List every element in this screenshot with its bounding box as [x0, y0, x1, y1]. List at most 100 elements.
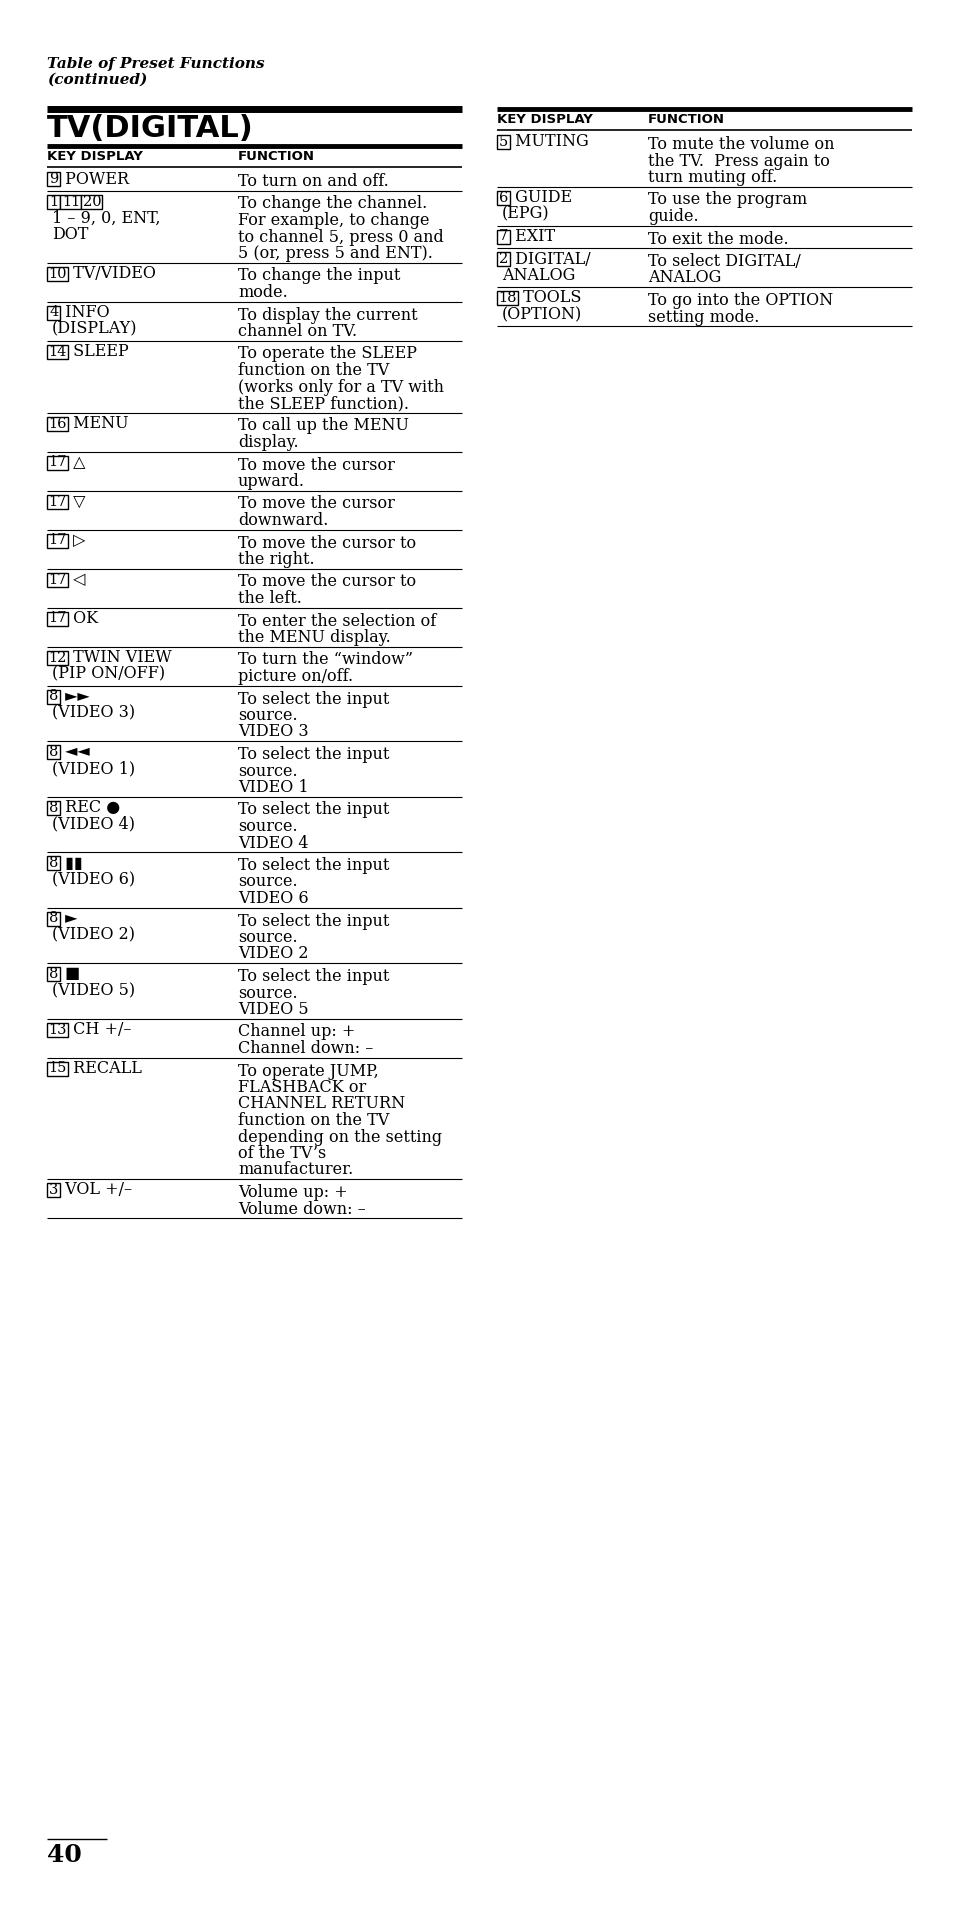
Bar: [497, 251, 510, 267]
Text: setting mode.: setting mode.: [647, 309, 759, 326]
Bar: [60, 194, 81, 208]
Text: To change the channel.: To change the channel.: [237, 196, 427, 213]
Text: channel on TV.: channel on TV.: [237, 324, 356, 339]
Text: To select the input: To select the input: [237, 968, 389, 985]
Text: (VIDEO 6): (VIDEO 6): [52, 871, 135, 888]
Bar: [47, 267, 68, 280]
Text: MENU: MENU: [68, 415, 129, 432]
Text: function on the TV: function on the TV: [237, 362, 389, 379]
Text: MUTING: MUTING: [510, 133, 589, 150]
Text: To select the input: To select the input: [237, 802, 389, 819]
Text: mode.: mode.: [237, 284, 288, 301]
Bar: [47, 194, 60, 208]
Text: For example, to change: For example, to change: [237, 211, 429, 229]
Text: To move the cursor to: To move the cursor to: [237, 535, 416, 552]
Text: ▽: ▽: [68, 493, 85, 511]
Text: 18: 18: [497, 291, 517, 305]
Text: Channel up: +: Channel up: +: [237, 1023, 355, 1040]
Text: VIDEO 5: VIDEO 5: [237, 1000, 309, 1017]
Text: 6: 6: [498, 190, 508, 204]
Text: 12: 12: [49, 650, 67, 665]
Text: TV/VIDEO: TV/VIDEO: [68, 265, 155, 282]
Text: the right.: the right.: [237, 551, 314, 568]
Text: Channel down: –: Channel down: –: [237, 1040, 373, 1057]
Text: (DISPLAY): (DISPLAY): [52, 320, 137, 337]
Text: 40: 40: [47, 1842, 82, 1867]
Bar: [47, 968, 60, 981]
Text: manufacturer.: manufacturer.: [237, 1162, 353, 1179]
Text: 13: 13: [49, 1023, 67, 1036]
Text: 5 (or, press 5 and ENT).: 5 (or, press 5 and ENT).: [237, 246, 433, 263]
Text: CHANNEL RETURN: CHANNEL RETURN: [237, 1095, 405, 1113]
Text: VIDEO 4: VIDEO 4: [237, 834, 308, 852]
Bar: [47, 171, 60, 187]
Text: 20: 20: [83, 194, 101, 208]
Text: function on the TV: function on the TV: [237, 1113, 389, 1130]
Text: VIDEO 1: VIDEO 1: [237, 779, 309, 796]
Text: guide.: guide.: [647, 208, 698, 225]
Text: 16: 16: [49, 417, 67, 431]
Text: turn muting off.: turn muting off.: [647, 170, 777, 187]
Text: the left.: the left.: [237, 591, 301, 608]
Text: FUNCTION: FUNCTION: [647, 112, 724, 126]
Text: TWIN VIEW: TWIN VIEW: [68, 650, 172, 667]
Text: ▷: ▷: [68, 531, 85, 549]
Text: TV(DIGITAL): TV(DIGITAL): [47, 114, 253, 143]
Text: To enter the selection of: To enter the selection of: [237, 613, 436, 629]
Bar: [47, 1183, 60, 1196]
Text: (OPTION): (OPTION): [501, 307, 581, 324]
Text: to channel 5, press 0 and: to channel 5, press 0 and: [237, 229, 443, 246]
Text: 17: 17: [49, 573, 67, 587]
Text: (works only for a TV with: (works only for a TV with: [237, 379, 443, 396]
Text: 1 – 9, 0, ENT,: 1 – 9, 0, ENT,: [52, 210, 160, 227]
Text: 17: 17: [49, 455, 67, 469]
Text: ◁: ◁: [68, 572, 85, 589]
Text: 11: 11: [62, 194, 80, 208]
Bar: [47, 1061, 68, 1076]
Text: source.: source.: [237, 762, 297, 779]
Text: To call up the MENU: To call up the MENU: [237, 417, 409, 434]
Text: (continued): (continued): [47, 72, 147, 88]
Text: VOL +/–: VOL +/–: [60, 1181, 132, 1198]
Text: 8: 8: [49, 855, 58, 871]
Text: ■: ■: [60, 966, 81, 983]
Text: (VIDEO 2): (VIDEO 2): [52, 926, 135, 943]
Text: downward.: downward.: [237, 512, 328, 530]
Text: ▮▮: ▮▮: [60, 855, 83, 871]
Text: RECALL: RECALL: [68, 1059, 142, 1076]
Text: OK: OK: [68, 610, 98, 627]
Text: To exit the mode.: To exit the mode.: [647, 231, 788, 248]
Text: (PIP ON/OFF): (PIP ON/OFF): [52, 665, 165, 682]
Bar: [47, 911, 60, 926]
Text: SLEEP: SLEEP: [68, 343, 129, 360]
Text: KEY DISPLAY: KEY DISPLAY: [497, 112, 592, 126]
Text: Volume up: +: Volume up: +: [237, 1185, 348, 1200]
Bar: [47, 573, 68, 587]
Text: picture on/off.: picture on/off.: [237, 669, 353, 686]
Text: EXIT: EXIT: [510, 229, 555, 246]
Text: DIGITAL/: DIGITAL/: [510, 250, 591, 267]
Text: GUIDE: GUIDE: [510, 189, 572, 206]
Text: To turn on and off.: To turn on and off.: [237, 173, 388, 190]
Bar: [47, 533, 68, 547]
Bar: [47, 800, 60, 815]
Text: 8: 8: [49, 968, 58, 981]
Bar: [47, 495, 68, 509]
Text: Volume down: –: Volume down: –: [237, 1200, 365, 1217]
Bar: [497, 135, 510, 149]
Text: 8: 8: [49, 690, 58, 703]
Text: 9: 9: [49, 171, 58, 187]
Text: 15: 15: [49, 1061, 67, 1076]
Text: To operate the SLEEP: To operate the SLEEP: [237, 345, 416, 362]
Text: FUNCTION: FUNCTION: [237, 150, 314, 164]
Text: depending on the setting: depending on the setting: [237, 1128, 441, 1145]
Bar: [81, 194, 102, 208]
Text: ◄◄: ◄◄: [60, 743, 90, 760]
Text: To move the cursor: To move the cursor: [237, 495, 395, 512]
Bar: [47, 650, 68, 665]
Bar: [47, 1023, 68, 1036]
Text: To go into the OPTION: To go into the OPTION: [647, 291, 832, 309]
Text: the SLEEP function).: the SLEEP function).: [237, 394, 409, 411]
Text: To change the input: To change the input: [237, 267, 400, 284]
Text: To use the program: To use the program: [647, 192, 806, 208]
